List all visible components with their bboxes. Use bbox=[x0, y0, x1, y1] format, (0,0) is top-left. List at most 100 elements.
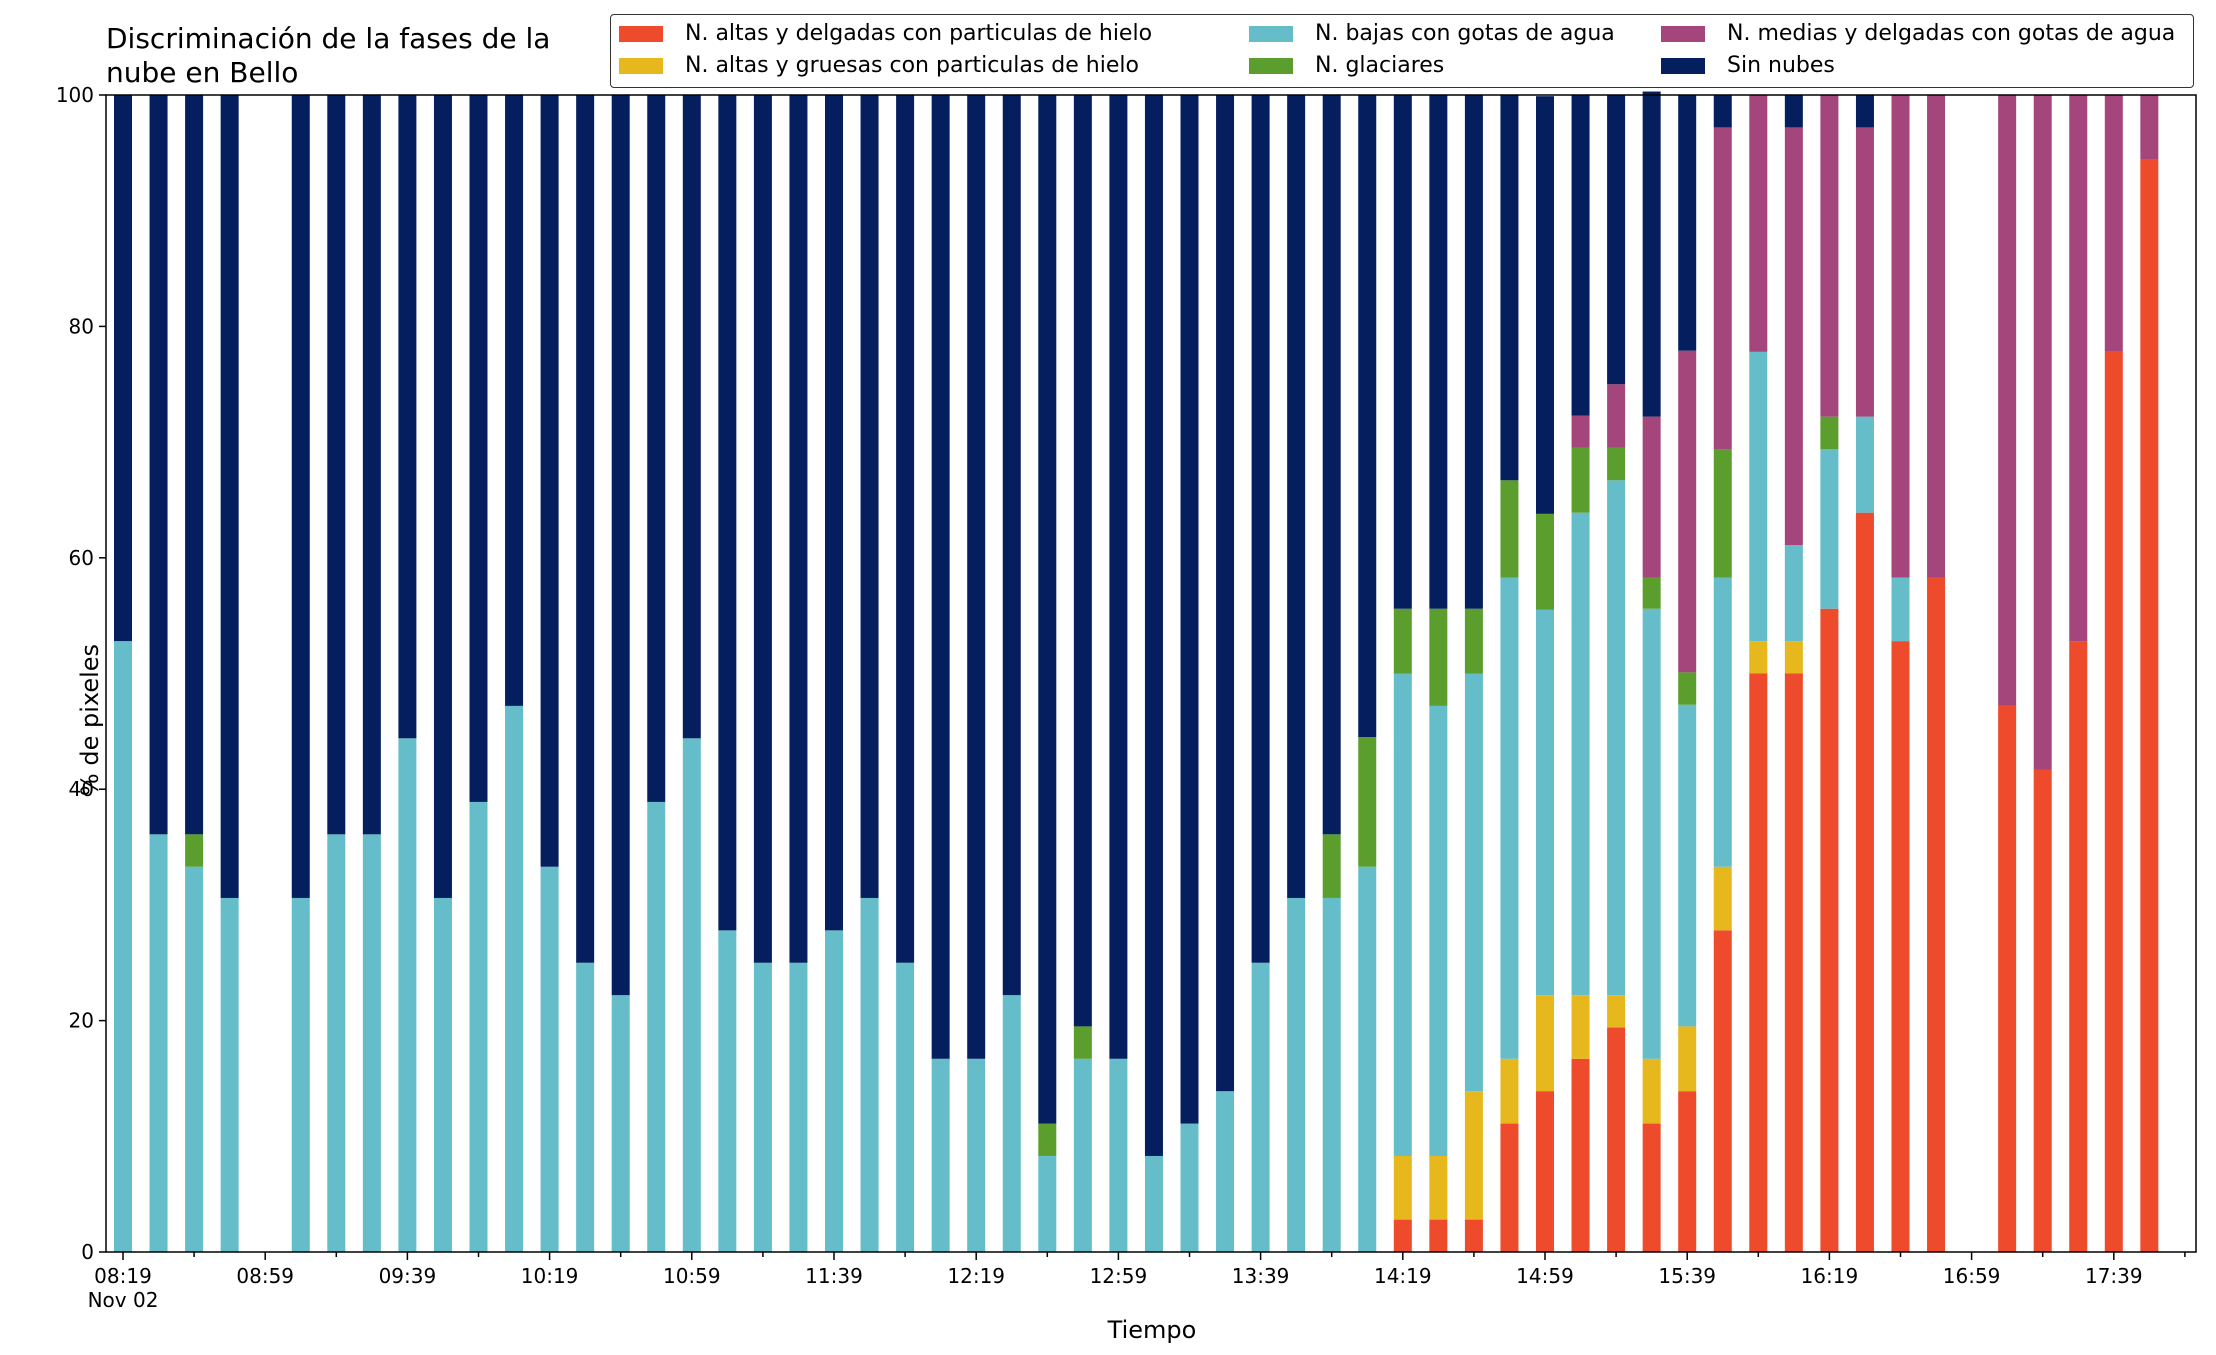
plot-frame bbox=[105, 94, 2197, 1253]
bar-segment bbox=[327, 834, 346, 1252]
bar-segment bbox=[1500, 480, 1519, 578]
bar-segment bbox=[469, 95, 488, 802]
x-tick-label: 12:59 bbox=[1090, 1264, 1148, 1288]
bar-segment bbox=[1855, 416, 1874, 513]
bar-segment bbox=[2033, 769, 2052, 1252]
bar-segment bbox=[1464, 95, 1483, 609]
bar-segment bbox=[1109, 95, 1128, 1059]
x-tick-sublabel-date: Nov 02 bbox=[88, 1288, 159, 1312]
bar-segment bbox=[1429, 95, 1448, 609]
legend-label: Sin nubes bbox=[1727, 53, 1835, 78]
bar-segment bbox=[1713, 95, 1732, 128]
legend-swatch bbox=[1661, 25, 1705, 42]
bar-segment bbox=[220, 95, 239, 898]
bar-segment bbox=[1322, 834, 1341, 898]
bar-segment bbox=[1393, 1155, 1412, 1220]
bar-segment bbox=[1855, 95, 1874, 128]
bar-segment bbox=[1216, 95, 1235, 1092]
bar-segment bbox=[1500, 1123, 1519, 1252]
bar-segment bbox=[860, 95, 879, 898]
bar-segment bbox=[1678, 1026, 1697, 1092]
bar-segment bbox=[1784, 545, 1803, 642]
bar-segment bbox=[1642, 416, 1661, 578]
bar-segment bbox=[1536, 995, 1554, 1092]
bar-segment bbox=[1749, 95, 1768, 352]
bar-segment bbox=[1287, 897, 1306, 1252]
bar-segment bbox=[611, 95, 630, 996]
bar-segment bbox=[931, 95, 950, 1059]
bar-segment bbox=[718, 930, 737, 1252]
bar-segment bbox=[2104, 351, 2123, 1253]
bar-segment bbox=[1678, 672, 1697, 705]
bar-segment bbox=[1144, 1155, 1163, 1252]
bar-segment bbox=[789, 962, 808, 1252]
bar-segment bbox=[114, 641, 132, 1252]
bar-segment bbox=[1536, 1091, 1554, 1252]
legend-item-bajas-gotas: N. bajas con gotas de agua bbox=[1249, 21, 1615, 46]
legend-swatch bbox=[619, 25, 663, 42]
chart-title: Discriminación de la fases de la nube en… bbox=[106, 22, 551, 89]
x-tick-label: 10:59 bbox=[663, 1264, 721, 1288]
bar-segment bbox=[149, 95, 168, 835]
bar-segment bbox=[1642, 608, 1661, 1059]
legend-swatch bbox=[1249, 25, 1293, 42]
legend-label: N. bajas con gotas de agua bbox=[1315, 21, 1615, 46]
bar-segment bbox=[1216, 1091, 1235, 1252]
bar-segment bbox=[1500, 95, 1519, 481]
bar-segment bbox=[291, 897, 310, 1252]
bar-segment bbox=[682, 738, 701, 1252]
bar-segment bbox=[1891, 641, 1910, 1252]
bar-segment bbox=[1607, 995, 1626, 1028]
bar-segment bbox=[1571, 995, 1590, 1059]
bar-segment bbox=[1180, 1123, 1199, 1252]
bar-segment bbox=[967, 1058, 986, 1252]
bar-segment bbox=[825, 930, 843, 1252]
bar-segment bbox=[1642, 1123, 1661, 1252]
bar-segment bbox=[1393, 673, 1412, 1156]
bar-segment bbox=[1998, 95, 2017, 706]
bar-segment bbox=[860, 897, 879, 1252]
bar-segment bbox=[1464, 1091, 1483, 1220]
bar-segment bbox=[682, 95, 701, 739]
bar-segment bbox=[1784, 95, 1803, 128]
bar-segment bbox=[185, 866, 204, 1252]
bar-segment bbox=[1429, 1219, 1448, 1252]
x-tick-label: 08:59 bbox=[236, 1264, 294, 1288]
bar-segment bbox=[1713, 127, 1732, 450]
bar-segment bbox=[825, 95, 843, 931]
bar-segment bbox=[1784, 127, 1803, 546]
legend-item-altas-delgadas: N. altas y delgadas con particulas de hi… bbox=[619, 21, 1152, 46]
bar-segment bbox=[1464, 1219, 1483, 1252]
bar-segment bbox=[1536, 513, 1554, 610]
bar-segment bbox=[718, 95, 737, 931]
bar-segment bbox=[1678, 350, 1697, 673]
bar-segment bbox=[1002, 95, 1021, 996]
bar-segment bbox=[1287, 95, 1306, 898]
legend-label: N. medias y delgadas con gotas de agua bbox=[1727, 21, 2176, 46]
bar-segment bbox=[1073, 1058, 1092, 1252]
x-tick-label: 08:19 bbox=[94, 1264, 152, 1288]
bar-segment bbox=[2069, 641, 2088, 1252]
bar-segment bbox=[149, 834, 168, 1252]
bar-segment bbox=[1464, 608, 1483, 674]
bar-segment bbox=[2104, 95, 2123, 352]
bar-segment bbox=[1607, 480, 1626, 996]
bar-segment bbox=[1607, 447, 1626, 481]
bar-segment bbox=[1784, 641, 1803, 674]
legend-label: N. glaciares bbox=[1315, 53, 1445, 78]
legend-swatch bbox=[1661, 57, 1705, 74]
bar-segment bbox=[1500, 577, 1519, 1059]
bar-segment bbox=[505, 705, 524, 1252]
legend-item-altas-gruesas: N. altas y gruesas con particulas de hie… bbox=[619, 53, 1139, 78]
bar-segment bbox=[398, 738, 417, 1252]
bar-segment bbox=[1642, 1058, 1661, 1124]
bar-segment bbox=[540, 95, 559, 867]
bar-segment bbox=[1642, 91, 1661, 417]
x-tick-label: 17:39 bbox=[2085, 1264, 2143, 1288]
bar-segment bbox=[1678, 1091, 1697, 1252]
bar-segment bbox=[1251, 95, 1270, 963]
x-tick-label: 10:19 bbox=[521, 1264, 579, 1288]
legend-item-sin-nubes: Sin nubes bbox=[1661, 53, 1835, 78]
bar-segment bbox=[1927, 95, 1946, 578]
